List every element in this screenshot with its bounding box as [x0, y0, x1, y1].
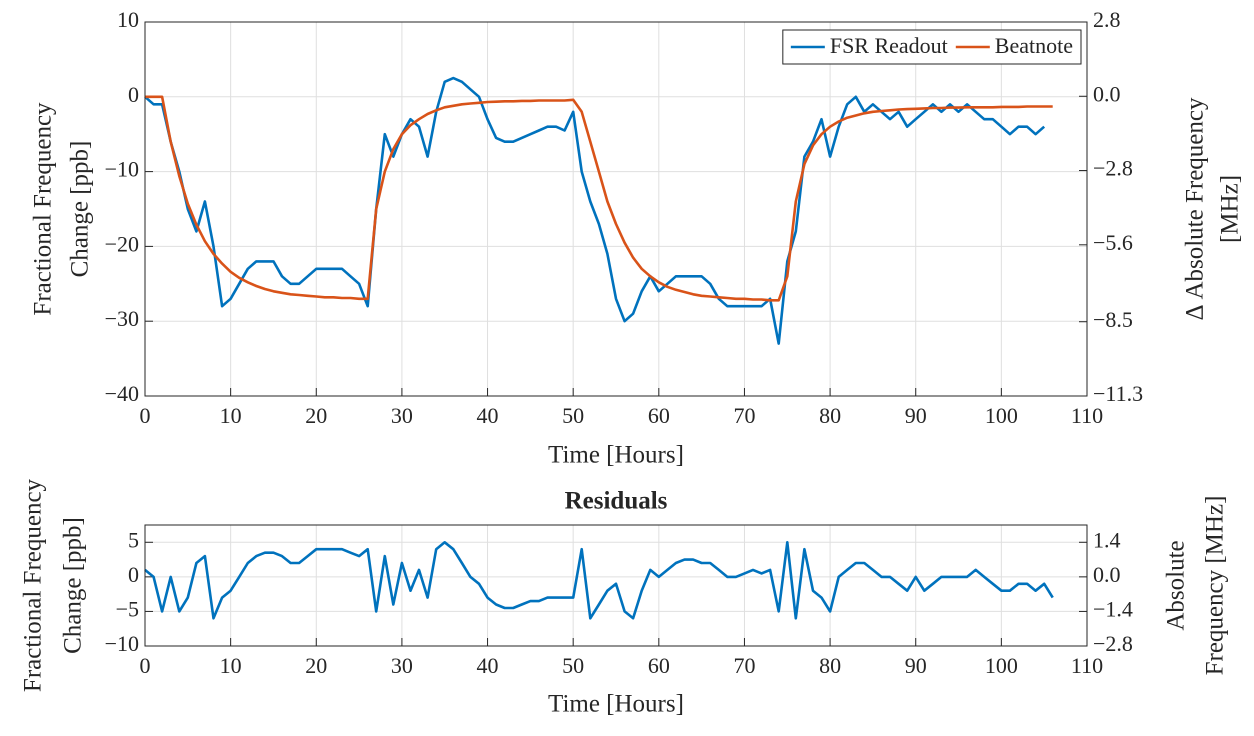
y2-axis-label: Frequency [MHz] [1202, 496, 1229, 676]
y-tick-label: 0 [128, 562, 139, 587]
x-tick-label: 30 [391, 653, 413, 678]
y-tick-label: −40 [105, 381, 139, 406]
x-tick-label: 100 [985, 403, 1018, 428]
x-axis-label: Time [Hours] [548, 442, 684, 469]
chart-title: Residuals [565, 488, 668, 515]
legend: FSR Readout Beatnote [782, 29, 1082, 65]
x-tick-label: 60 [648, 653, 670, 678]
y2-tick-label: 1.4 [1093, 527, 1121, 552]
y2-tick-label: −11.3 [1093, 381, 1143, 406]
x-tick-label: 50 [562, 653, 584, 678]
y-axis-label: Fractional Frequency [20, 478, 47, 692]
y-tick-label: 5 [128, 527, 139, 552]
axes-box [144, 21, 1088, 397]
y-tick-label: −10 [105, 631, 139, 656]
x-tick-label: 110 [1071, 403, 1103, 428]
y2-tick-label: −2.8 [1093, 156, 1133, 181]
y-axis-label: Change [ppb] [67, 141, 94, 278]
x-tick-label: 20 [305, 403, 327, 428]
y2-tick-label: 0.0 [1093, 81, 1121, 106]
x-tick-label: 30 [391, 403, 413, 428]
x-tick-label: 90 [905, 403, 927, 428]
y-tick-label: −30 [105, 306, 139, 331]
x-tick-label: 40 [477, 403, 499, 428]
y-tick-label: 10 [117, 7, 139, 32]
x-tick-label: 100 [985, 653, 1018, 678]
x-tick-label: 0 [140, 403, 151, 428]
y-axis-label: Change [ppb] [60, 517, 87, 654]
data-line [144, 541, 1054, 620]
y2-tick-label: −5.6 [1093, 230, 1133, 255]
y2-tick-label: −1.4 [1093, 596, 1133, 621]
x-tick-label: 70 [733, 403, 755, 428]
y2-axis-label: Absolute [1163, 540, 1190, 630]
axes-box [144, 524, 1088, 647]
y-axis-label: Fractional Frequency [30, 102, 57, 316]
x-tick-label: 0 [140, 653, 151, 678]
x-tick-label: 10 [220, 653, 242, 678]
y2-tick-label: 2.8 [1093, 7, 1121, 32]
legend-label: FSR Readout [830, 33, 948, 58]
y2-tick-label: 0.0 [1093, 562, 1121, 587]
x-tick-label: 70 [733, 653, 755, 678]
y-tick-label: −20 [105, 231, 139, 256]
x-tick-label: 50 [562, 403, 584, 428]
x-tick-label: 10 [220, 403, 242, 428]
x-tick-label: 20 [305, 653, 327, 678]
x-tick-label: 80 [819, 653, 841, 678]
x-tick-label: 40 [477, 653, 499, 678]
legend-label: Beatnote [995, 33, 1073, 58]
x-axis-label: Time [Hours] [548, 691, 684, 718]
x-tick-label: 110 [1071, 653, 1103, 678]
y2-tick-label: −8.5 [1093, 307, 1133, 332]
y-tick-label: 0 [128, 82, 139, 107]
legend-box [782, 29, 1082, 65]
x-tick-label: 60 [648, 403, 670, 428]
plot-area [145, 22, 1087, 396]
y2-axis-label: [MHz] [1217, 175, 1244, 243]
data-line [144, 76, 1046, 345]
x-tick-label: 90 [905, 653, 927, 678]
data-line [145, 95, 1053, 302]
y-tick-label: −5 [116, 596, 139, 621]
y2-axis-label: Δ Absolute Frequency [1182, 97, 1209, 320]
y2-tick-label: −2.8 [1093, 631, 1133, 656]
y-tick-label: −10 [105, 157, 139, 182]
x-tick-label: 80 [819, 403, 841, 428]
